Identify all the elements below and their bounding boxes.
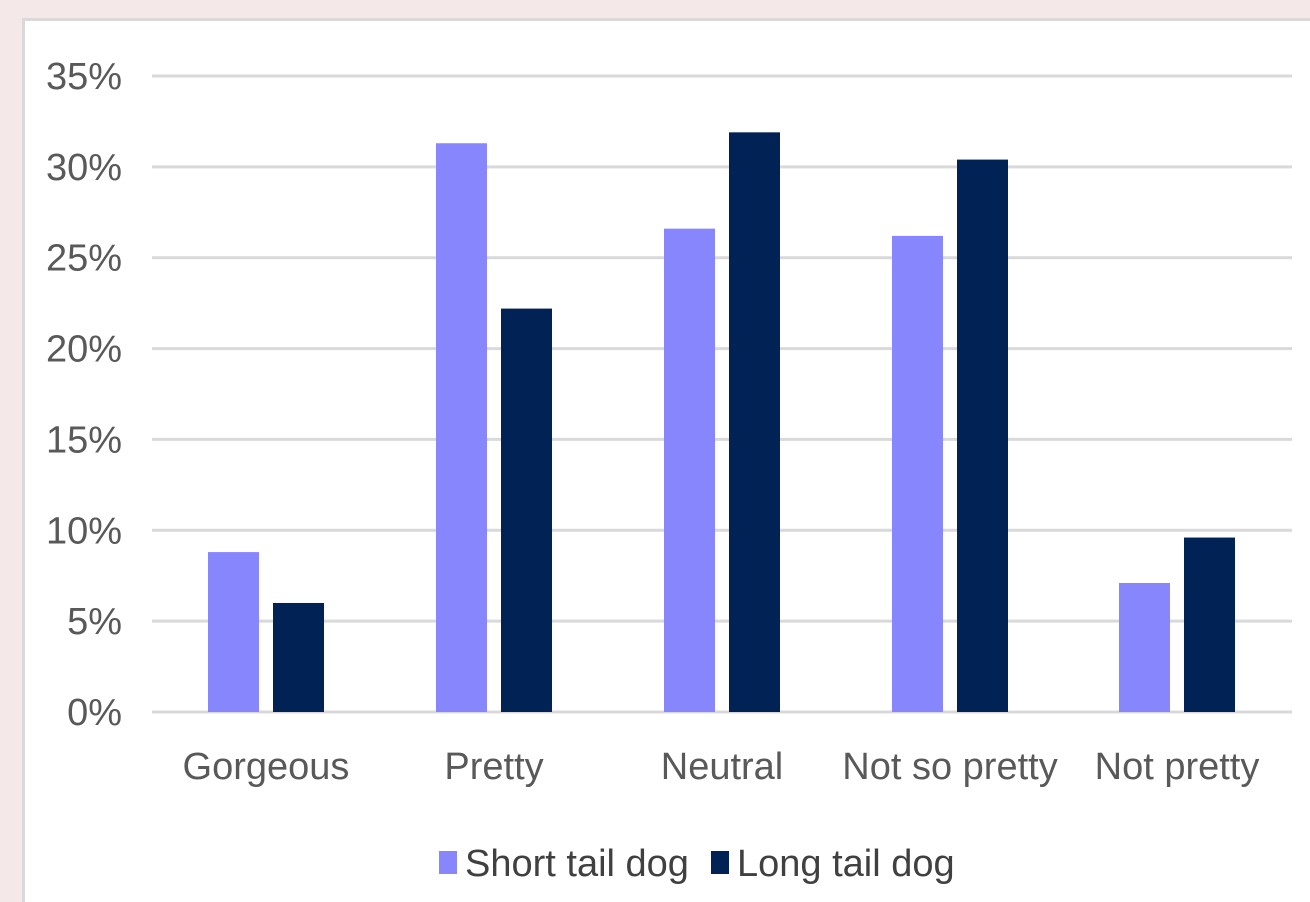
x-tick-label: Not pretty — [1095, 746, 1260, 788]
bar-short-tail-dog — [892, 235, 943, 712]
bar-long-tail-dog — [501, 308, 552, 712]
y-tick-label: 35% — [46, 56, 122, 98]
bar-long-tail-dog — [729, 132, 780, 712]
bar-long-tail-dog — [1184, 537, 1235, 712]
y-tick-label: 15% — [46, 419, 122, 461]
y-tick-label: 0% — [67, 692, 122, 734]
legend: Short tail dog Long tail dog — [439, 843, 955, 885]
legend-swatch — [439, 851, 457, 874]
y-axis-ticks: 0% 5% 10% 15% 20% 25% 30% 35% — [46, 56, 122, 734]
x-axis-labels: Gorgeous Pretty Neutral Not so pretty Not pr… — [183, 746, 1260, 788]
y-tick-label: 25% — [46, 238, 122, 280]
bar-long-tail-dog — [957, 159, 1008, 713]
y-tick-label: 30% — [46, 147, 122, 189]
legend-label: Long tail dog — [737, 843, 955, 885]
bar-short-tail-dog — [664, 228, 715, 712]
bar-short-tail-dog — [436, 143, 487, 713]
bar-short-tail-dog — [208, 552, 259, 712]
y-tick-label: 10% — [46, 510, 122, 552]
y-tick-label: 20% — [46, 329, 122, 371]
legend-label: Short tail dog — [465, 843, 689, 885]
bar-long-tail-dog — [273, 602, 324, 712]
x-tick-label: Neutral — [661, 746, 784, 788]
legend-swatch — [711, 851, 729, 874]
gridlines — [152, 74, 1292, 714]
bars — [208, 132, 1235, 713]
x-tick-label: Gorgeous — [183, 746, 350, 788]
x-tick-label: Pretty — [444, 746, 543, 788]
bar-short-tail-dog — [1119, 582, 1170, 712]
y-tick-label: 5% — [67, 601, 122, 643]
x-tick-label: Not so pretty — [842, 746, 1057, 788]
